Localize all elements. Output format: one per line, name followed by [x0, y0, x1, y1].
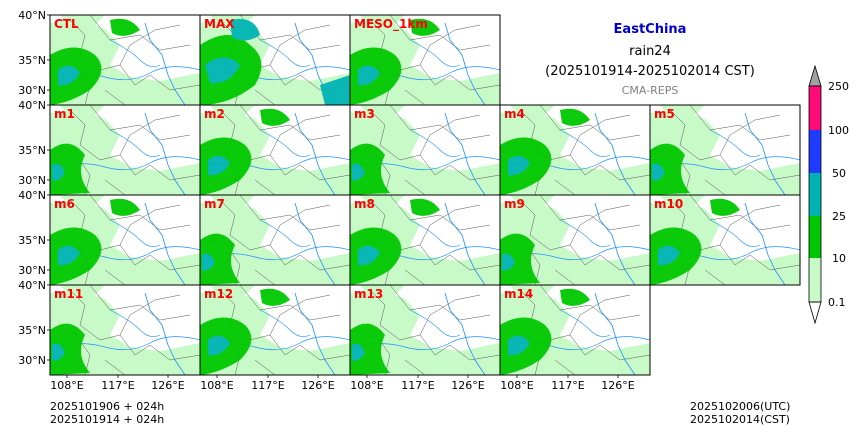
panel-label-meso_1km: MESO_1km: [354, 17, 428, 32]
colorbar-seg-0: [809, 258, 821, 302]
panel-label-ctl: CTL: [54, 17, 79, 31]
lon-tick-label: 108°E: [350, 379, 383, 392]
map-panel-ctl: CTL: [49, 14, 201, 106]
panel-label-m5: m5: [654, 107, 675, 121]
colorbar-label-1: 10: [832, 252, 846, 265]
lat-tick-label: 30°N: [18, 264, 46, 277]
variable-title: rain24: [629, 44, 671, 59]
panel-label-m10: m10: [654, 197, 683, 211]
map-panel-m7: m7: [199, 194, 351, 286]
colorbar-seg-1: [809, 216, 821, 258]
lon-tick-label: 108°E: [500, 379, 533, 392]
colorbar-label-0: 0.1: [828, 296, 846, 309]
colorbar-label-5: 250: [828, 80, 849, 93]
map-panel-m5: m5: [649, 104, 801, 196]
lon-tick-label: 117°E: [401, 379, 434, 392]
lat-tick-label: 40°N: [18, 279, 46, 292]
map-panel-m9: m9: [499, 194, 651, 286]
panel-label-m7: m7: [204, 197, 225, 211]
lat-tick-label: 30°N: [18, 174, 46, 187]
lon-tick-label: 108°E: [200, 379, 233, 392]
colorbar-label-4: 100: [828, 124, 849, 137]
map-panel-max: MAX: [199, 14, 351, 106]
map-panel-m3: m3: [349, 104, 501, 196]
panel-label-m9: m9: [504, 197, 525, 211]
lon-tick-label: 126°E: [451, 379, 484, 392]
lon-tick-label: 117°E: [551, 379, 584, 392]
panel-label-m3: m3: [354, 107, 375, 121]
panel-label-m11: m11: [54, 287, 83, 301]
footer-left-line-1: 2025101906 + 024h: [50, 400, 165, 413]
map-panel-meso_1km: MESO_1km: [349, 14, 501, 106]
lat-tick-label: 30°N: [18, 84, 46, 97]
lon-tick-label: 117°E: [251, 379, 284, 392]
footer-valid-times: 2025102006(UTC) 2025102014(CST): [690, 400, 790, 426]
region-title: EastChina: [613, 22, 687, 37]
map-panel-m6: m6: [49, 194, 201, 286]
panel-label-max: MAX: [204, 17, 235, 31]
period-title: (2025101914-2025102014 CST): [545, 64, 755, 79]
map-panel-m14: m14: [499, 284, 651, 376]
panel-label-m6: m6: [54, 197, 75, 211]
map-panel-m12: m12: [199, 284, 351, 376]
colorbar-seg-2: [809, 173, 821, 216]
footer-left-line-2: 2025101914 + 024h: [50, 413, 165, 426]
colorbar-label-3: 50: [832, 167, 846, 180]
colorbar-seg-4: [809, 86, 821, 130]
colorbar-seg-3: [809, 130, 821, 173]
lat-tick-label: 35°N: [18, 54, 46, 67]
map-panel-m2: m2: [199, 104, 351, 196]
panel-label-m12: m12: [204, 287, 233, 301]
panel-label-m8: m8: [354, 197, 375, 211]
footer-right-line-1: 2025102006(UTC): [690, 400, 791, 413]
lon-tick-label: 126°E: [601, 379, 634, 392]
lon-tick-label: 126°E: [151, 379, 184, 392]
model-title: CMA-REPS: [621, 84, 679, 97]
colorbar-arrow-bottom: [808, 301, 822, 325]
map-panel-m8: m8: [349, 194, 501, 286]
panel-label-m2: m2: [204, 107, 225, 121]
lat-tick-label: 40°N: [18, 9, 46, 22]
lat-tick-label: 40°N: [18, 189, 46, 202]
lon-tick-label: 126°E: [301, 379, 334, 392]
map-panel-m10: m10: [649, 194, 801, 286]
lat-tick-label: 40°N: [18, 99, 46, 112]
map-panel-m4: m4: [499, 104, 651, 196]
lat-tick-label: 30°N: [18, 354, 46, 367]
panel-label-m1: m1: [54, 107, 75, 121]
lat-tick-label: 35°N: [18, 234, 46, 247]
map-panel-m13: m13: [349, 284, 501, 376]
footer-right-line-2: 2025102014(CST): [690, 413, 790, 426]
colorbar-arrow-top: [808, 64, 822, 87]
panel-label-m4: m4: [504, 107, 525, 121]
colorbar-label-2: 25: [832, 210, 846, 223]
colorbar: 0.1 10 25 50 100 250: [808, 64, 849, 325]
footer-init-times: 2025101906 + 024h 2025101914 + 024h: [50, 400, 164, 426]
map-panel-m1: m1: [49, 104, 201, 196]
lon-tick-label: 108°E: [50, 379, 83, 392]
lat-tick-label: 35°N: [18, 144, 46, 157]
panel-label-m13: m13: [354, 287, 383, 301]
panel-label-m14: m14: [504, 287, 533, 301]
lat-tick-label: 35°N: [18, 324, 46, 337]
map-panel-m11: m11: [49, 284, 201, 376]
lon-tick-label: 117°E: [101, 379, 134, 392]
